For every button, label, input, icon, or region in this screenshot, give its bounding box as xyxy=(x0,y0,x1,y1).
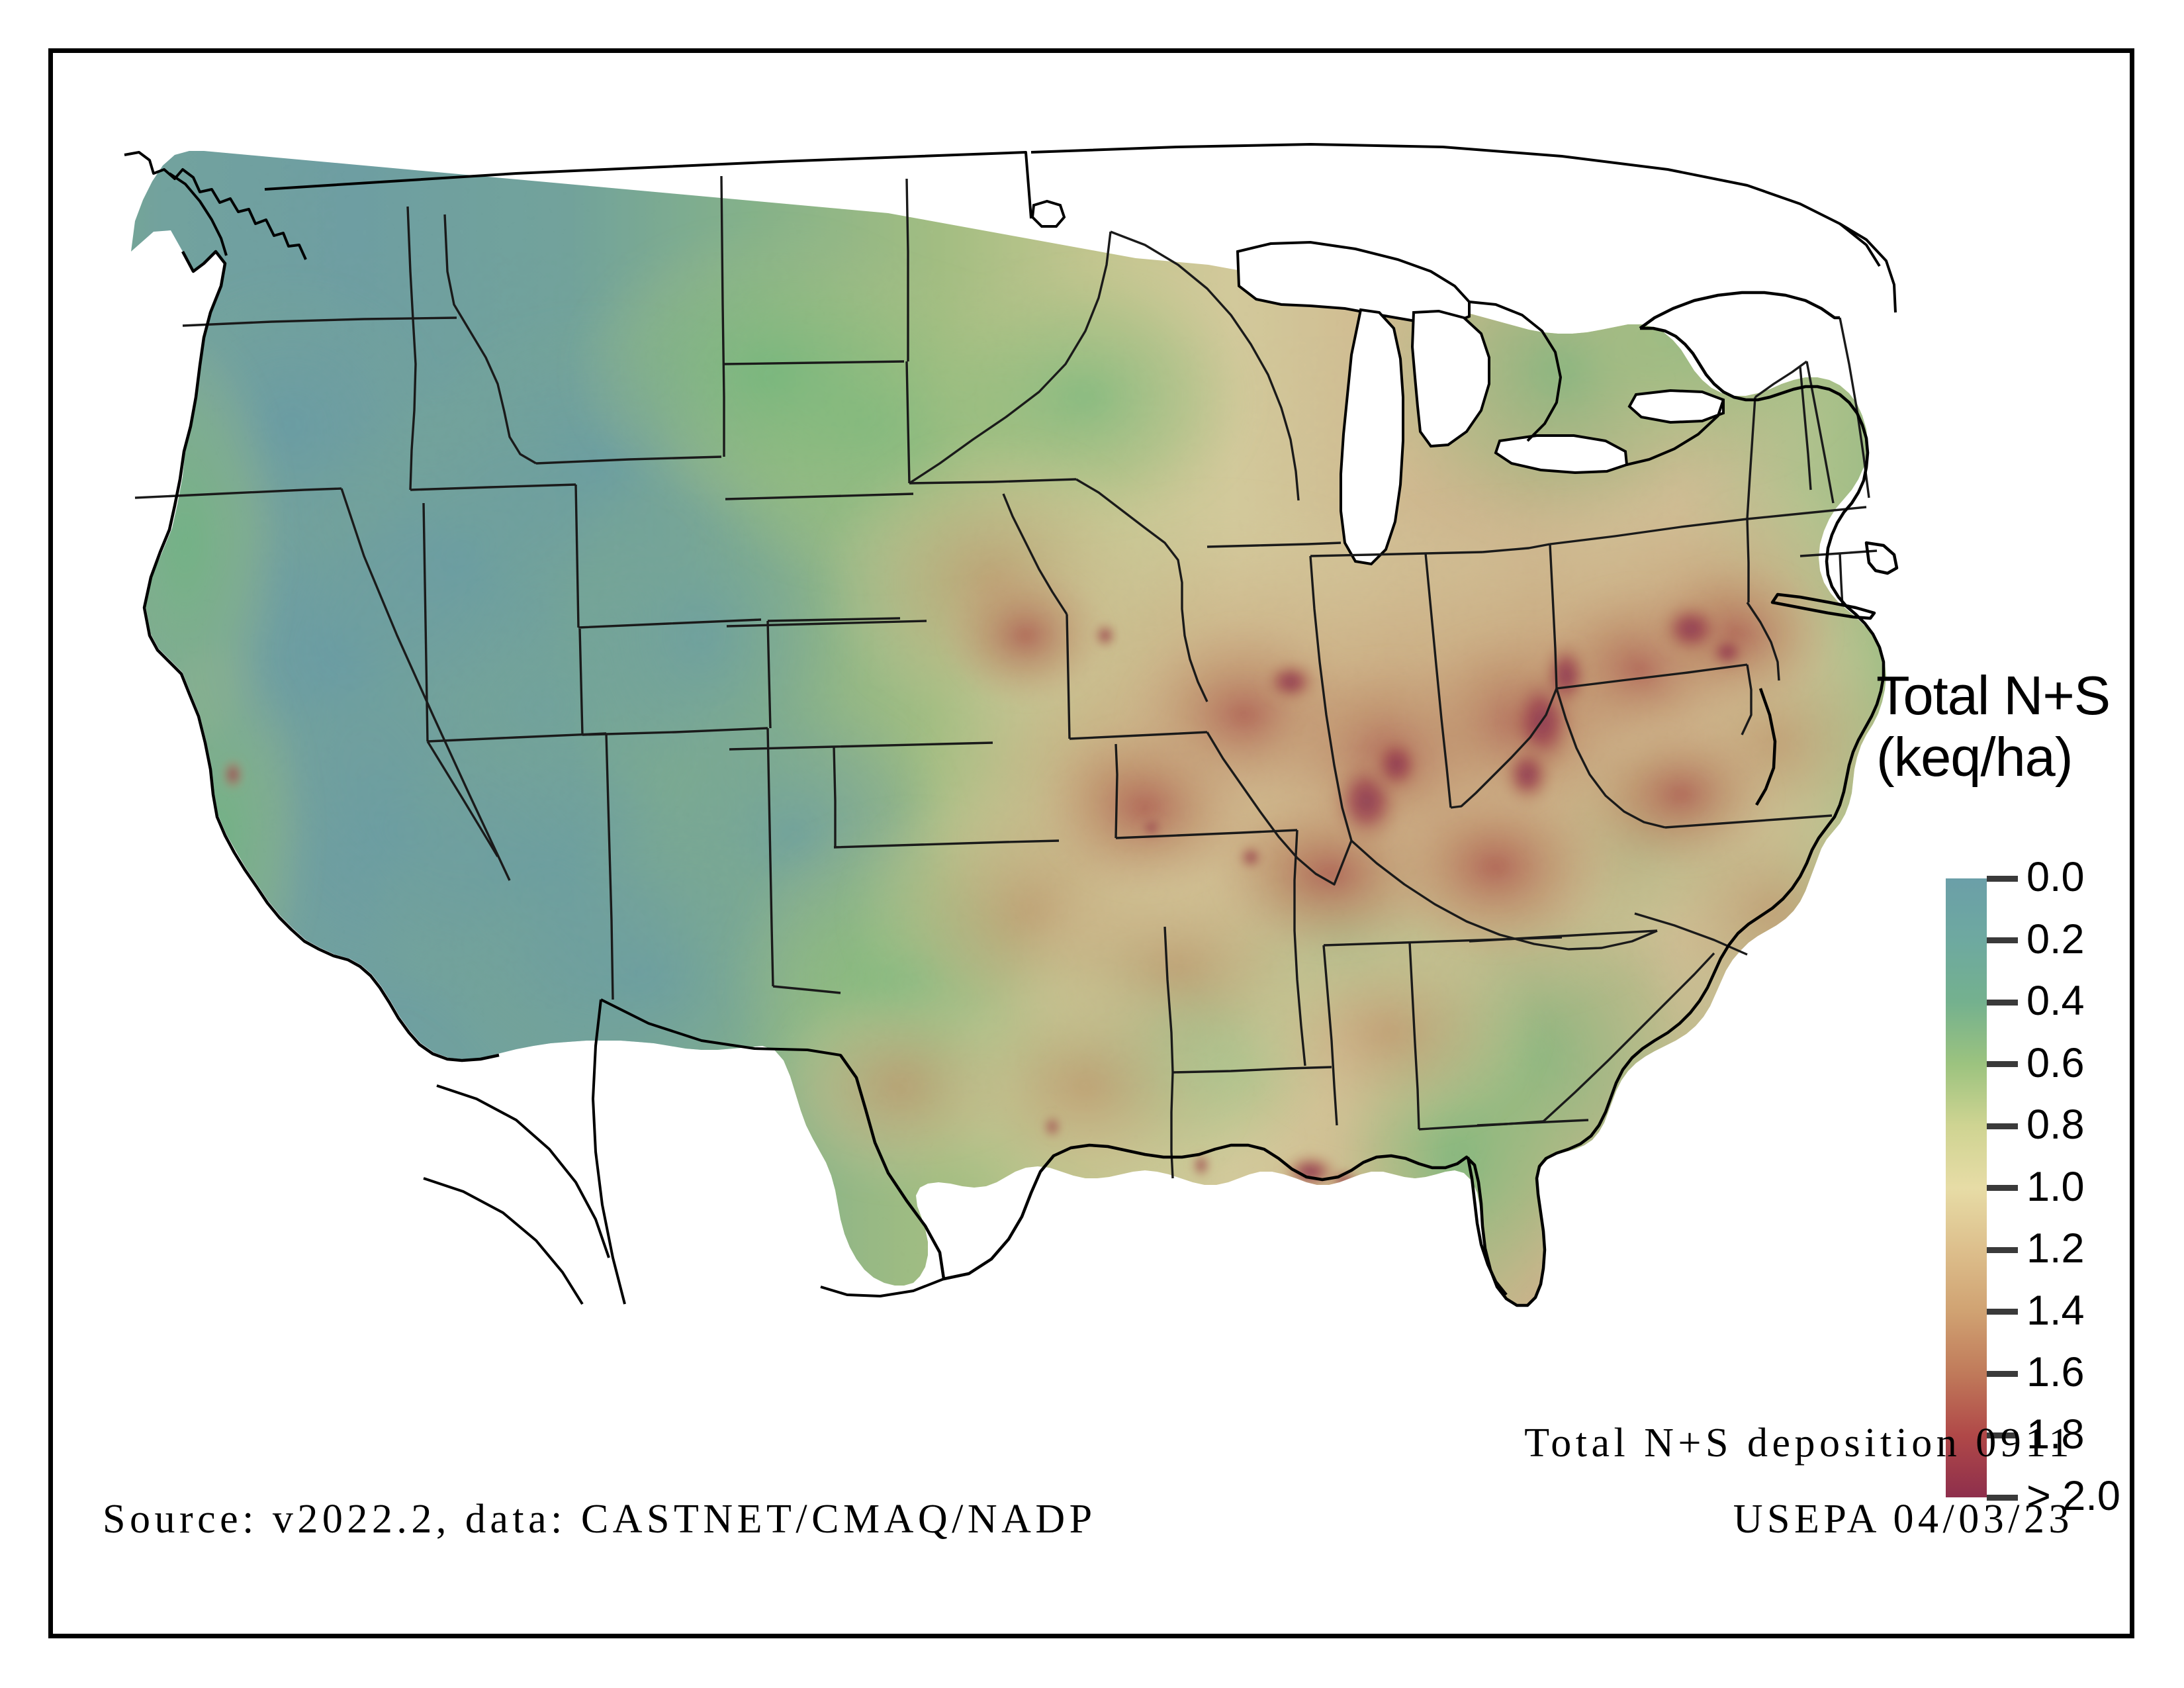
source-attribution: Source: v2022.2, data: CASTNET/CMAQ/NADP xyxy=(103,1497,1097,1542)
deposition-raster xyxy=(131,151,1886,1305)
legend-title-line2: (keq/ha) xyxy=(1876,726,2073,788)
colorbar-tick-label: 1.2 xyxy=(2026,1225,2085,1272)
colorbar-tick-mark xyxy=(1987,875,2018,882)
colorbar-tick-label: 0.6 xyxy=(2026,1039,2085,1086)
colorbar-tick-mark xyxy=(1987,1309,2018,1315)
agency-date: USEPA 04/03/23 xyxy=(1733,1497,2073,1542)
colorbar-tick-label: 0.2 xyxy=(2026,915,2085,962)
map-title: Total N+S deposition 0911 xyxy=(1524,1421,2073,1466)
deposition-map xyxy=(53,53,1899,1390)
colorbar-holder: 0.0 0.2 0.4 0.6 0.8 1.0 1.2 1.4 1.6 1.8 > 2.0 xyxy=(1946,857,2144,1517)
colorbar-tick-label: 1.6 xyxy=(2026,1349,2085,1395)
colorbar-tick-label: 1.4 xyxy=(2026,1287,2085,1334)
colorbar-tick-label: 0.8 xyxy=(2026,1102,2085,1148)
colorbar-tick-label: > 2.0 xyxy=(2026,1473,2120,1519)
colorbar-tick-mark xyxy=(1987,1494,2018,1501)
figure-frame: Total N+S (keq/ha) 0.0 0.2 0.4 0.6 0.8 1.0 1.2… xyxy=(48,48,2134,1638)
map-svg xyxy=(124,143,1899,1307)
colorbar-tick-mark xyxy=(1987,1123,2018,1129)
colorbar-tick-mark xyxy=(1987,1432,2018,1438)
legend-title-line1: Total N+S xyxy=(1876,665,2111,726)
colorbar-gradient xyxy=(1946,878,1987,1497)
colorbar-tick-label: 0.0 xyxy=(2026,854,2085,900)
colorbar-legend: Total N+S (keq/ha) 0.0 0.2 0.4 0.6 0.8 1.0 1.2… xyxy=(1876,665,2154,1517)
colorbar-tick-mark xyxy=(1987,937,2018,943)
colorbar-tick-mark xyxy=(1987,1246,2018,1253)
great-lakes xyxy=(1030,199,1725,566)
colorbar-tick-label: 1.0 xyxy=(2026,1163,2085,1210)
colorbar-tick-mark xyxy=(1987,999,2018,1006)
coastline xyxy=(142,250,1899,1307)
colorbar-tick-mark xyxy=(1987,1185,2018,1191)
colorbar-tick-label: 1.8 xyxy=(2026,1411,2085,1458)
colorbar-tick-label: 0.4 xyxy=(2026,978,2085,1024)
colorbar-tick-mark xyxy=(1987,1061,2018,1067)
colorbar-tick-mark xyxy=(1987,1370,2018,1377)
